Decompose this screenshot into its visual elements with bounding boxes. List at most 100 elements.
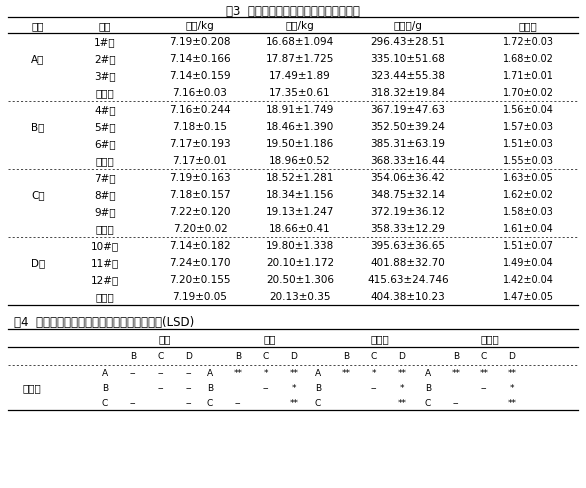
Text: --: -- bbox=[453, 398, 459, 407]
Text: 17.35±0.61: 17.35±0.61 bbox=[269, 88, 331, 98]
Text: 19.80±1.338: 19.80±1.338 bbox=[266, 241, 334, 251]
Text: B: B bbox=[130, 352, 136, 361]
Text: **: ** bbox=[507, 368, 516, 377]
Text: 始重/kg: 始重/kg bbox=[186, 21, 214, 31]
Text: 18.66±0.41: 18.66±0.41 bbox=[269, 224, 331, 234]
Text: 415.63±24.746: 415.63±24.746 bbox=[367, 275, 449, 285]
Text: 1.51±0.07: 1.51±0.07 bbox=[503, 241, 554, 251]
Text: 352.50±39.24: 352.50±39.24 bbox=[370, 122, 445, 132]
Text: A: A bbox=[425, 368, 431, 377]
Text: D: D bbox=[509, 352, 516, 361]
Text: 9#栏: 9#栏 bbox=[94, 207, 116, 217]
Text: 385.31±63.19: 385.31±63.19 bbox=[370, 139, 445, 149]
Text: --: -- bbox=[235, 398, 241, 407]
Text: --: -- bbox=[371, 383, 377, 392]
Text: 18.34±1.156: 18.34±1.156 bbox=[266, 190, 334, 200]
Text: 表4  不同断奶模式对生产性能的影响多重比较(LSD): 表4 不同断奶模式对生产性能的影响多重比较(LSD) bbox=[14, 315, 194, 328]
Text: 始重: 始重 bbox=[159, 333, 171, 343]
Text: 7#栏: 7#栏 bbox=[94, 173, 116, 183]
Text: B: B bbox=[425, 383, 431, 392]
Text: 平均值: 平均值 bbox=[96, 224, 114, 234]
Text: 17.87±1.725: 17.87±1.725 bbox=[266, 54, 334, 64]
Text: C: C bbox=[102, 398, 108, 407]
Text: **: ** bbox=[397, 368, 407, 377]
Text: 11#栏: 11#栏 bbox=[91, 258, 119, 268]
Text: C: C bbox=[263, 352, 269, 361]
Text: B: B bbox=[453, 352, 459, 361]
Text: C: C bbox=[315, 398, 321, 407]
Text: 318.32±19.84: 318.32±19.84 bbox=[370, 88, 445, 98]
Text: 重复: 重复 bbox=[99, 21, 111, 31]
Text: 1.62±0.02: 1.62±0.02 bbox=[503, 190, 554, 200]
Text: --: -- bbox=[481, 383, 487, 392]
Text: B: B bbox=[315, 383, 321, 392]
Text: 末重: 末重 bbox=[264, 333, 276, 343]
Text: **: ** bbox=[342, 368, 350, 377]
Text: 4#栏: 4#栏 bbox=[94, 105, 116, 115]
Text: 12#栏: 12#栏 bbox=[91, 275, 119, 285]
Text: 7.19±0.208: 7.19±0.208 bbox=[169, 38, 231, 47]
Text: --: -- bbox=[158, 368, 164, 377]
Text: 1.61±0.04: 1.61±0.04 bbox=[503, 224, 553, 234]
Text: 20.10±1.172: 20.10±1.172 bbox=[266, 258, 334, 268]
Text: 1.72±0.03: 1.72±0.03 bbox=[503, 38, 554, 47]
Text: 7.16±0.03: 7.16±0.03 bbox=[172, 88, 227, 98]
Text: B组: B组 bbox=[31, 122, 45, 132]
Text: --: -- bbox=[158, 383, 164, 392]
Text: 2#栏: 2#栏 bbox=[94, 54, 116, 64]
Text: 367.19±47.63: 367.19±47.63 bbox=[370, 105, 445, 115]
Text: D: D bbox=[291, 352, 298, 361]
Text: D: D bbox=[186, 352, 192, 361]
Text: 1.47±0.05: 1.47±0.05 bbox=[503, 292, 554, 302]
Text: 19.13±1.247: 19.13±1.247 bbox=[266, 207, 334, 217]
Text: A: A bbox=[207, 368, 213, 377]
Text: 日增重: 日增重 bbox=[370, 333, 389, 343]
Text: --: -- bbox=[130, 368, 137, 377]
Text: --: -- bbox=[130, 398, 137, 407]
Text: 10#栏: 10#栏 bbox=[91, 241, 119, 251]
Text: 7.14±0.166: 7.14±0.166 bbox=[169, 54, 231, 64]
Text: 354.06±36.42: 354.06±36.42 bbox=[370, 173, 445, 183]
Text: 7.18±0.15: 7.18±0.15 bbox=[172, 122, 227, 132]
Text: **: ** bbox=[479, 368, 489, 377]
Text: 1.68±0.02: 1.68±0.02 bbox=[503, 54, 553, 64]
Text: 17.49±1.89: 17.49±1.89 bbox=[269, 71, 331, 81]
Text: 1.42±0.04: 1.42±0.04 bbox=[503, 275, 553, 285]
Text: C: C bbox=[425, 398, 431, 407]
Text: 8#栏: 8#栏 bbox=[94, 190, 116, 200]
Text: *: * bbox=[372, 368, 376, 377]
Text: 20.13±0.35: 20.13±0.35 bbox=[269, 292, 331, 302]
Text: B: B bbox=[207, 383, 213, 392]
Text: 末重/kg: 末重/kg bbox=[285, 21, 314, 31]
Text: 5#栏: 5#栏 bbox=[94, 122, 116, 132]
Text: 358.33±12.29: 358.33±12.29 bbox=[370, 224, 445, 234]
Text: *: * bbox=[264, 368, 268, 377]
Text: 335.10±51.68: 335.10±51.68 bbox=[370, 54, 445, 64]
Text: --: -- bbox=[186, 383, 192, 392]
Text: 1.55±0.03: 1.55±0.03 bbox=[503, 156, 554, 166]
Text: 7.14±0.159: 7.14±0.159 bbox=[169, 71, 231, 81]
Text: C: C bbox=[481, 352, 487, 361]
Text: **: ** bbox=[397, 398, 407, 407]
Text: **: ** bbox=[451, 368, 461, 377]
Text: 1.56±0.04: 1.56±0.04 bbox=[503, 105, 553, 115]
Text: 7.20±0.02: 7.20±0.02 bbox=[173, 224, 227, 234]
Text: 1.70±0.02: 1.70±0.02 bbox=[503, 88, 554, 98]
Text: *: * bbox=[400, 383, 404, 392]
Text: 7.24±0.170: 7.24±0.170 bbox=[169, 258, 231, 268]
Text: B: B bbox=[343, 352, 349, 361]
Text: 20.50±1.306: 20.50±1.306 bbox=[266, 275, 334, 285]
Text: B: B bbox=[102, 383, 108, 392]
Text: 7.19±0.163: 7.19±0.163 bbox=[169, 173, 231, 183]
Text: 3#栏: 3#栏 bbox=[94, 71, 116, 81]
Text: 1.58±0.03: 1.58±0.03 bbox=[503, 207, 553, 217]
Text: --: -- bbox=[263, 383, 269, 392]
Text: C: C bbox=[207, 398, 213, 407]
Text: **: ** bbox=[289, 368, 298, 377]
Text: 18.52±1.281: 18.52±1.281 bbox=[266, 173, 334, 183]
Text: 7.17±0.193: 7.17±0.193 bbox=[169, 139, 231, 149]
Text: D组: D组 bbox=[31, 258, 45, 268]
Text: 7.14±0.182: 7.14±0.182 bbox=[169, 241, 231, 251]
Text: B: B bbox=[235, 352, 241, 361]
Text: 395.63±36.65: 395.63±36.65 bbox=[370, 241, 445, 251]
